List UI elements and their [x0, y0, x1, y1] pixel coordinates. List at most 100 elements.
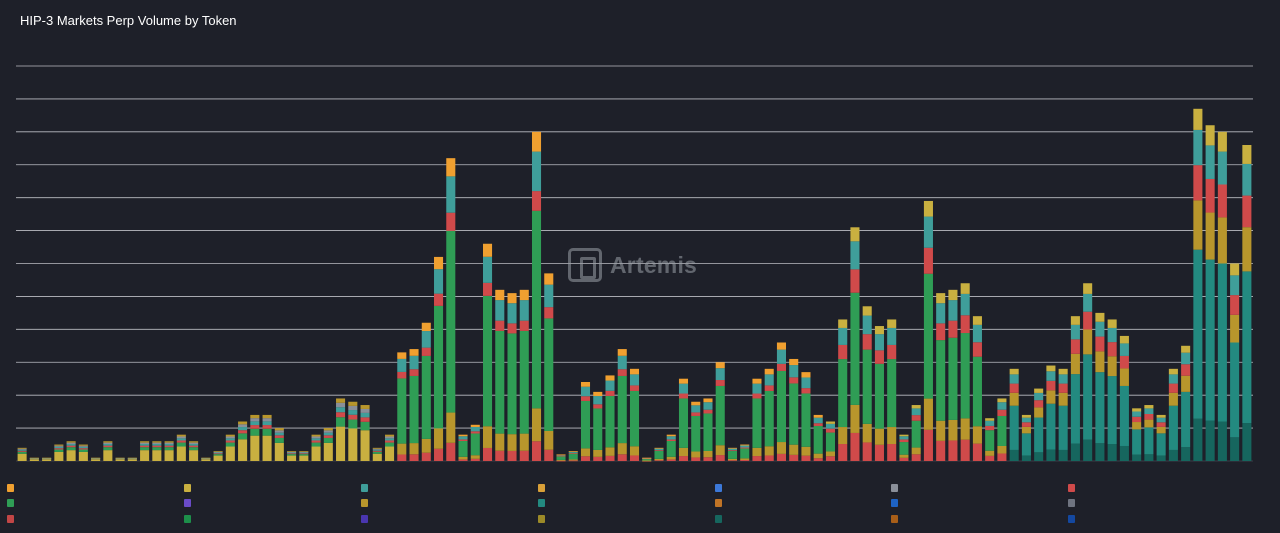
bar-segment[interactable]: [1095, 351, 1105, 373]
bar-segment[interactable]: [1034, 452, 1044, 461]
bar-segment[interactable]: [874, 326, 884, 335]
bar-segment[interactable]: [176, 436, 186, 439]
bar-segment[interactable]: [1034, 400, 1044, 408]
bar-segment[interactable]: [336, 417, 346, 427]
bar-segment[interactable]: [176, 440, 186, 443]
bar-segment[interactable]: [348, 414, 358, 420]
bar-segment[interactable]: [323, 432, 333, 436]
bar-segment[interactable]: [1034, 392, 1044, 401]
bar-segment[interactable]: [642, 458, 652, 461]
bar-segment[interactable]: [985, 430, 995, 451]
bar-segment[interactable]: [666, 439, 676, 441]
bar-segment[interactable]: [715, 385, 725, 446]
bar-segment[interactable]: [740, 448, 750, 459]
bar-segment[interactable]: [654, 448, 664, 451]
bar-segment[interactable]: [923, 398, 933, 430]
bar-segment[interactable]: [936, 440, 946, 462]
bar-segment[interactable]: [336, 426, 346, 461]
bar-segment[interactable]: [446, 158, 456, 177]
bar-segment[interactable]: [115, 459, 125, 461]
bar-segment[interactable]: [434, 305, 444, 429]
bar-segment[interactable]: [1156, 422, 1166, 427]
bar-segment[interactable]: [1217, 421, 1227, 462]
bar-segment[interactable]: [887, 344, 897, 360]
bar-segment[interactable]: [764, 374, 774, 386]
bar-segment[interactable]: [397, 371, 407, 379]
bar-segment[interactable]: [78, 445, 88, 447]
bar-segment[interactable]: [225, 442, 235, 447]
bar-segment[interactable]: [483, 447, 493, 461]
bar-segment[interactable]: [1242, 163, 1252, 196]
bar-segment[interactable]: [936, 303, 946, 324]
bar-segment[interactable]: [1058, 392, 1068, 406]
bar-segment[interactable]: [519, 433, 529, 451]
bar-segment[interactable]: [225, 446, 235, 461]
bar-segment[interactable]: [629, 390, 640, 447]
bar-segment[interactable]: [1107, 327, 1117, 343]
bar-segment[interactable]: [103, 450, 113, 461]
bar-segment[interactable]: [948, 337, 958, 420]
bar-segment[interactable]: [752, 393, 762, 399]
bar-segment[interactable]: [152, 444, 162, 446]
bar-segment[interactable]: [764, 446, 774, 456]
bar-segment[interactable]: [434, 448, 444, 461]
bar-segment[interactable]: [225, 440, 235, 443]
bar-segment[interactable]: [874, 334, 884, 351]
legend-swatch[interactable]: [1068, 484, 1075, 492]
legend-swatch[interactable]: [184, 484, 191, 492]
bar-segment[interactable]: [642, 460, 652, 462]
bar-segment[interactable]: [262, 421, 272, 426]
bar-segment[interactable]: [1119, 368, 1129, 386]
bar-segment[interactable]: [311, 442, 321, 447]
bar-segment[interactable]: [911, 415, 921, 421]
bar-segment[interactable]: [691, 405, 701, 413]
bar-segment[interactable]: [213, 451, 223, 452]
bar-segment[interactable]: [189, 450, 199, 461]
bar-segment[interactable]: [654, 460, 664, 462]
bar-segment[interactable]: [287, 451, 297, 453]
bar-segment[interactable]: [103, 445, 113, 448]
bar-segment[interactable]: [323, 437, 333, 443]
bar-segment[interactable]: [336, 412, 346, 418]
bar-segment[interactable]: [838, 444, 848, 461]
bar-segment[interactable]: [825, 421, 835, 424]
bar-segment[interactable]: [1083, 439, 1093, 461]
bar-segment[interactable]: [66, 441, 76, 443]
bar-segment[interactable]: [1034, 388, 1044, 393]
bar-segment[interactable]: [103, 442, 113, 445]
bar-segment[interactable]: [1009, 392, 1019, 406]
bar-segment[interactable]: [948, 320, 958, 338]
bar-segment[interactable]: [287, 455, 297, 461]
bar-segment[interactable]: [605, 375, 615, 381]
bar-segment[interactable]: [605, 380, 615, 391]
bar-segment[interactable]: [960, 283, 970, 294]
bar-segment[interactable]: [838, 319, 848, 328]
legend-swatch[interactable]: [184, 515, 191, 523]
bar-segment[interactable]: [1058, 374, 1068, 384]
bar-segment[interactable]: [250, 425, 260, 429]
bar-segment[interactable]: [1242, 271, 1252, 424]
bar-segment[interactable]: [78, 451, 88, 461]
bar-segment[interactable]: [507, 450, 517, 461]
bar-segment[interactable]: [274, 442, 284, 461]
bar-segment[interactable]: [348, 405, 358, 411]
bar-segment[interactable]: [1205, 145, 1215, 179]
bar-segment[interactable]: [752, 456, 762, 461]
bar-segment[interactable]: [495, 300, 505, 321]
bar-segment[interactable]: [1168, 449, 1178, 461]
bar-segment[interactable]: [1107, 342, 1117, 357]
bar-segment[interactable]: [789, 454, 799, 461]
bar-segment[interactable]: [17, 448, 27, 450]
bar-segment[interactable]: [238, 439, 248, 461]
bar-segment[interactable]: [1058, 368, 1068, 375]
bar-segment[interactable]: [997, 453, 1007, 462]
bar-segment[interactable]: [605, 390, 615, 396]
bar-segment[interactable]: [1095, 312, 1105, 322]
bar-segment[interactable]: [434, 293, 444, 306]
bar-segment[interactable]: [54, 451, 64, 461]
bar-segment[interactable]: [483, 282, 493, 296]
bar-segment[interactable]: [1156, 455, 1166, 461]
bar-segment[interactable]: [274, 437, 284, 443]
bar-segment[interactable]: [838, 359, 848, 428]
bar-segment[interactable]: [850, 292, 860, 405]
